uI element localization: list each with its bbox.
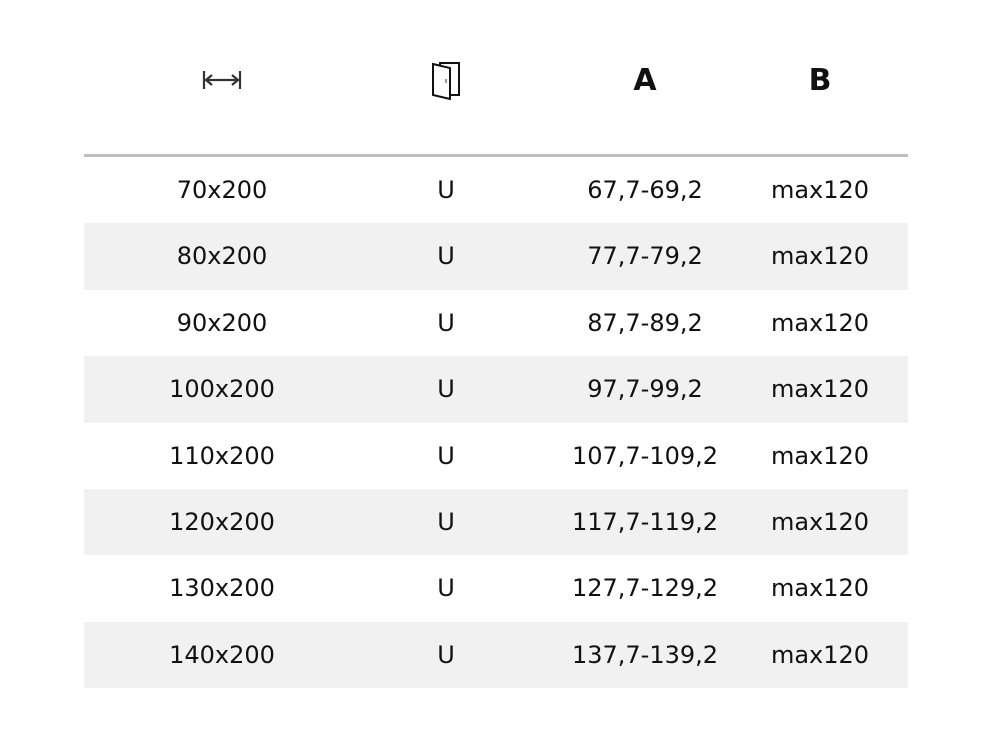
size-cell: 90x200 (176, 308, 268, 337)
table-row: 110x200 U 107,7-109,2 max120 (84, 423, 908, 489)
size-cell: 70x200 (176, 176, 268, 204)
b-cell: max120 (770, 375, 870, 404)
table-row: 70x200 U 67,7-69,2 max120 (84, 157, 908, 223)
table-row: 100x200 U 97,7-99,2 max120 (84, 356, 908, 423)
b-cell: max120 (770, 507, 870, 536)
b-cell: max120 (770, 176, 870, 204)
type-cell: U (437, 375, 455, 404)
b-cell: max120 (770, 640, 870, 669)
b-cell: max120 (770, 574, 870, 603)
size-cell: 130x200 (169, 574, 275, 603)
type-cell: U (437, 441, 455, 470)
width-arrows-icon (202, 50, 242, 110)
b-cell: max120 (770, 308, 870, 337)
table-row: 90x200 U 87,7-89,2 max120 (84, 290, 908, 356)
type-cell: U (437, 176, 455, 204)
column-header-a: A (633, 62, 657, 98)
type-cell: U (437, 640, 455, 669)
door-icon (430, 50, 462, 110)
a-cell: 97,7-99,2 (587, 375, 703, 404)
b-cell: max120 (770, 242, 870, 271)
a-cell: 107,7-109,2 (571, 441, 719, 470)
a-cell: 117,7-119,2 (571, 507, 719, 536)
b-cell: max120 (770, 441, 870, 470)
type-cell: U (437, 308, 455, 337)
size-cell: 120x200 (169, 507, 275, 536)
table-row: 140x200 U 137,7-139,2 max120 (84, 621, 908, 689)
size-cell: 100x200 (169, 375, 275, 404)
table-row: 130x200 U 127,7-129,2 max120 (84, 555, 908, 621)
size-cell: 80x200 (176, 242, 268, 271)
type-cell: U (437, 242, 455, 271)
column-header-b: B (808, 62, 832, 98)
a-cell: 137,7-139,2 (571, 640, 719, 669)
a-cell: 77,7-79,2 (587, 242, 703, 271)
a-cell: 87,7-89,2 (587, 308, 703, 337)
a-cell: 127,7-129,2 (571, 574, 719, 603)
table-row: 80x200 U 77,7-79,2 max120 (84, 223, 908, 290)
type-cell: U (437, 574, 455, 603)
table-header: A B (84, 50, 908, 110)
header-divider (84, 154, 908, 157)
table-row: 120x200 U 117,7-119,2 max120 (84, 488, 908, 556)
size-cell: 140x200 (169, 640, 275, 669)
table-body: 70x200 U 67,7-69,2 max120 80x200 U 77,7-79,2 ma… (84, 157, 908, 689)
type-cell: U (437, 507, 455, 536)
a-cell: 67,7-69,2 (587, 176, 703, 204)
size-cell: 110x200 (169, 441, 275, 470)
